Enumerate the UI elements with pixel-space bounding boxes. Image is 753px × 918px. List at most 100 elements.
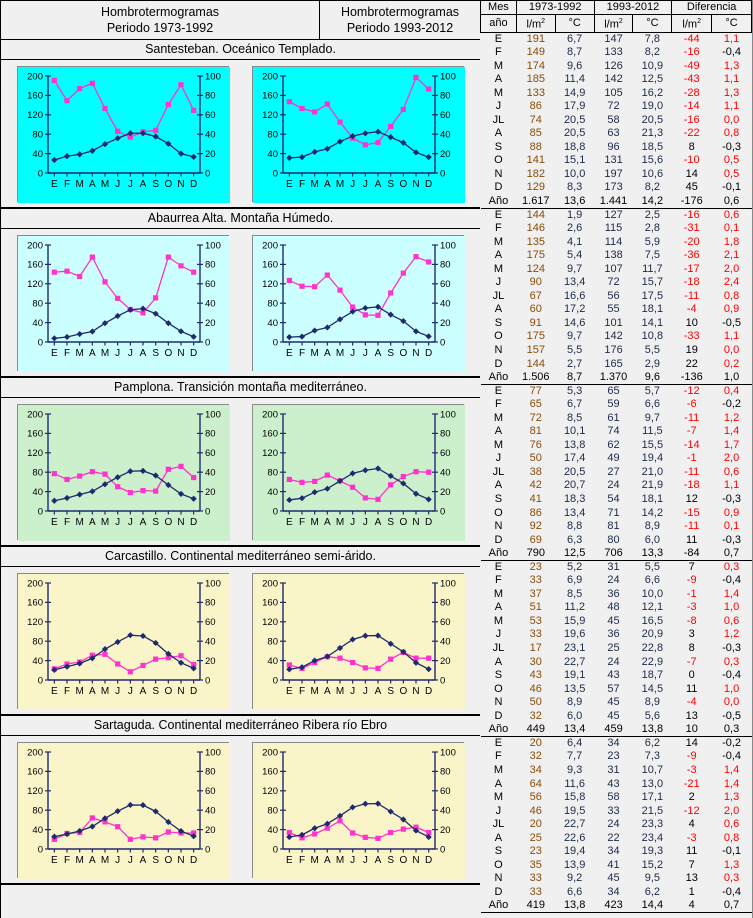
svg-text:E: E: [51, 855, 58, 866]
cell-dp: -10: [683, 154, 700, 167]
svg-text:40: 40: [205, 806, 216, 817]
svg-text:60: 60: [440, 110, 451, 121]
cell-t1: 13,8: [563, 438, 586, 451]
svg-text:D: D: [190, 517, 197, 528]
cell-dp: 8: [688, 140, 695, 153]
cell-dt: 2,1: [723, 249, 740, 262]
svg-text:60: 60: [440, 786, 451, 797]
cell-t1: 15,1: [563, 154, 586, 167]
cell-t1: 8,7: [555, 370, 595, 385]
cell-dt: 0,0: [723, 696, 740, 709]
cell-dt: 1,2: [723, 628, 740, 641]
svg-text:M: M: [336, 686, 344, 697]
cell-dp: -49: [683, 59, 700, 72]
svg-text:M: M: [101, 855, 109, 866]
cell-p1: 38: [529, 465, 542, 478]
cell-t1: 8,9: [567, 696, 583, 709]
svg-text:160: 160: [262, 91, 278, 102]
svg-text:M: M: [336, 348, 344, 359]
cell-t2: 7,5: [644, 249, 661, 262]
cell-dt: 1,8: [723, 235, 740, 248]
svg-text:E: E: [51, 348, 58, 359]
cell-p2: 34: [607, 737, 620, 750]
cell-mes: M: [493, 86, 503, 99]
cell-p1: 77: [529, 384, 542, 397]
svg-text:160: 160: [27, 598, 43, 609]
svg-text:40: 40: [440, 130, 451, 141]
cell-t1: 17,9: [563, 100, 586, 113]
cell-dp: -11: [684, 411, 700, 424]
hombrotermograma-chart-1993-2012: 200 100 160 80 120 60 80 40 40 20 0 0 E F M A M J J A S O N D: [252, 66, 466, 203]
svg-text:0: 0: [37, 844, 42, 855]
svg-text:M: M: [336, 855, 344, 866]
cell-dt: 1,1: [723, 330, 740, 343]
cell-t2: 7,3: [644, 750, 661, 763]
cell-dt: -0,5: [722, 709, 742, 722]
cell-t1: 16,6: [563, 289, 586, 302]
svg-text:80: 80: [205, 260, 216, 271]
svg-text:O: O: [164, 348, 172, 359]
svg-text:E: E: [51, 179, 58, 190]
cell-t1: 20,7: [563, 479, 586, 492]
cell-mes: O: [494, 858, 503, 871]
svg-text:M: M: [101, 686, 109, 697]
cell-dp: -136: [671, 370, 712, 385]
cell-t1: 22,7: [563, 818, 586, 831]
cell-p1: 35: [529, 858, 542, 871]
cell-p1: 135: [526, 235, 545, 248]
cell-t2: 20,5: [641, 113, 664, 126]
table-row: A 60 17,2 55 18,1 -4 0,9: [481, 303, 752, 317]
cell-t2: 18,1: [641, 493, 664, 506]
cell-p1: 86: [529, 100, 542, 113]
svg-text:160: 160: [27, 260, 43, 271]
station-block: Pamplona. Transición montaña mediterráne…: [1, 378, 480, 547]
svg-text:40: 40: [205, 468, 216, 479]
station-charts-row: 200 100 160 80 120 60 80 40 40 20 0 0 E F M A M J J A S O N D 20…: [1, 736, 480, 883]
cell-dp: -11: [684, 465, 700, 478]
cell-t2: 13,3: [632, 546, 672, 561]
th-temp-1: °C: [554, 14, 595, 33]
svg-text:80: 80: [268, 806, 279, 817]
cell-t2: 6,6: [644, 398, 661, 411]
cell-dp: 11: [685, 845, 698, 858]
svg-text:D: D: [190, 686, 197, 697]
cell-dt: -0,3: [722, 493, 742, 506]
cell-p2: 54: [607, 493, 620, 506]
cell-dt: -0,4: [722, 45, 742, 58]
cell-dt: 0,4: [723, 384, 740, 397]
th-precip-2: l/m2: [593, 14, 634, 33]
cell-t2: 21,9: [641, 479, 664, 492]
cell-p1: 449: [516, 723, 556, 738]
cell-t2: 2,8: [644, 222, 661, 235]
cell-p1: 23: [529, 561, 542, 573]
cell-t2: 19,3: [641, 845, 664, 858]
cell-mes: F: [495, 45, 502, 58]
svg-text:0: 0: [205, 506, 210, 517]
svg-text:F: F: [64, 517, 70, 528]
svg-text:40: 40: [440, 806, 451, 817]
svg-text:M: M: [101, 348, 109, 359]
cell-t1: 19,4: [563, 845, 586, 858]
cell-p1: 33: [529, 628, 542, 641]
cell-p1: 74: [529, 113, 542, 126]
cell-t1: 8,7: [567, 45, 583, 58]
cell-p1: 60: [529, 303, 542, 316]
cell-mes: A: [494, 601, 503, 614]
cell-mes: S: [494, 845, 503, 858]
svg-text:100: 100: [205, 71, 221, 82]
cell-t2: 6,2: [644, 737, 661, 750]
table-row: N 92 8,8 81 8,9 -11 0,1: [481, 520, 752, 534]
cell-mes: Año: [480, 546, 517, 561]
cell-p2: 115: [604, 222, 623, 235]
table-row: F 32 7,7 23 7,3 -9 -0,4: [481, 750, 752, 764]
cell-dp: 0: [688, 669, 695, 682]
cell-t2: 12,5: [641, 73, 664, 86]
cell-mes: O: [494, 682, 503, 695]
cell-mes: M: [493, 587, 503, 600]
cell-dp: -7: [686, 655, 697, 668]
cell-dp: -31: [683, 222, 700, 235]
table-row: E 20 6,4 34 6,2 14 -0,2: [481, 737, 752, 751]
table-row: D 33 6,6 34 6,2 1 -0,4: [481, 886, 752, 900]
cell-dp: 11: [685, 682, 698, 695]
cell-mes: E: [494, 384, 503, 397]
